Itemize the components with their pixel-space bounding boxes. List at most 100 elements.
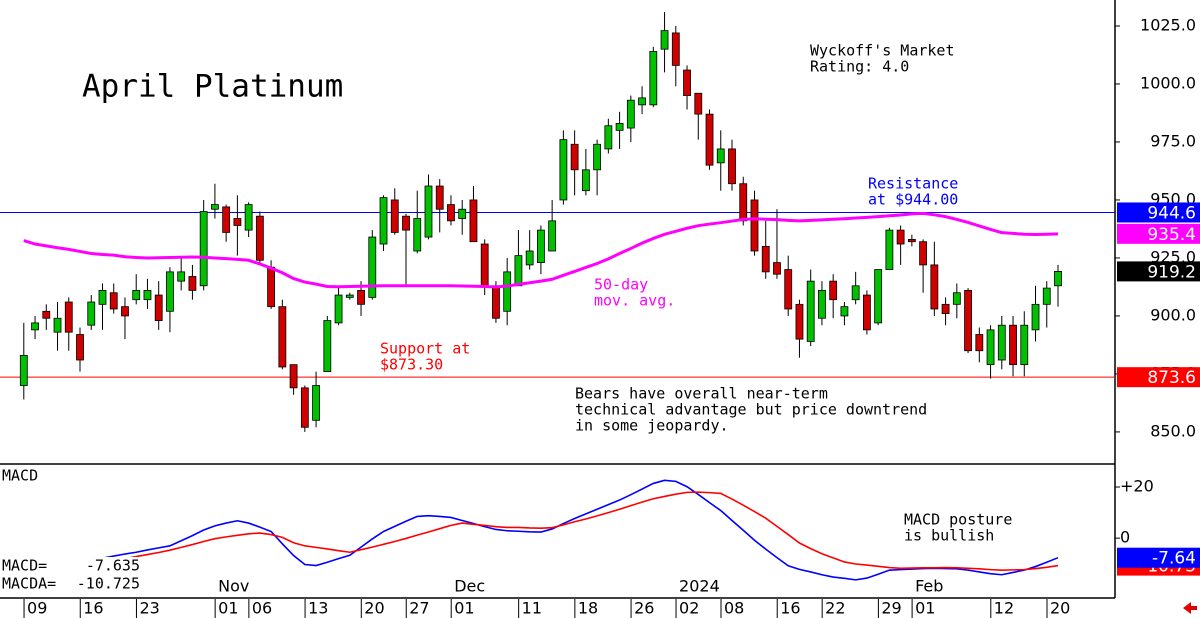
legend-label: MACDA= — [2, 575, 56, 593]
candle-body — [53, 317, 62, 333]
x-tick-label: 12 — [994, 599, 1014, 618]
candle-body — [930, 264, 939, 310]
month-label: 2024 — [679, 577, 720, 596]
x-tick-label: 26 — [634, 599, 654, 618]
x-tick-label: 11 — [522, 599, 542, 618]
price-tag — [1117, 261, 1200, 282]
annotation: Support at — [380, 340, 470, 358]
candle-body — [750, 199, 759, 252]
candle-body — [896, 229, 905, 245]
candle-body — [435, 185, 444, 210]
annotation: 50-day — [594, 276, 648, 294]
x-tick-label: 16 — [780, 599, 800, 618]
candle-body — [98, 290, 107, 305]
candle-body — [559, 139, 568, 201]
candle-body — [997, 324, 1006, 361]
candle-body — [649, 51, 658, 106]
candle-body — [548, 220, 557, 252]
annotation: Wyckoff's Market — [810, 42, 955, 60]
candle-body — [368, 236, 377, 298]
candle-body — [885, 229, 894, 270]
candle-body — [390, 199, 399, 233]
candle-body — [1054, 270, 1062, 287]
candle-body — [211, 204, 219, 210]
candle-body — [941, 303, 950, 315]
candle-body — [761, 245, 770, 273]
x-tick-label: 13 — [308, 599, 328, 618]
candle-body — [469, 199, 478, 243]
candle-body — [952, 292, 961, 305]
price-tag-label: 873.6 — [1147, 368, 1196, 388]
candle-body — [109, 292, 118, 310]
candle-body — [840, 306, 849, 317]
y-tick-label: 0 — [1120, 528, 1130, 547]
y-tick-label: 975.0 — [1150, 131, 1196, 150]
candle-body — [964, 290, 972, 352]
price-tag-label: 919.2 — [1147, 262, 1196, 282]
x-tick-label: 02 — [679, 599, 699, 618]
candle-body — [874, 269, 883, 324]
month-label: Dec — [454, 577, 485, 596]
macd-title: MACD — [2, 467, 38, 485]
annotation: is bullish — [904, 527, 994, 545]
candle-body — [278, 306, 287, 368]
legend-value: -7.635 — [86, 557, 140, 575]
annotation: Resistance — [868, 175, 958, 193]
candle-body — [593, 143, 602, 171]
candle-body — [19, 354, 28, 386]
candle-body — [604, 125, 613, 150]
x-tick-label: 23 — [139, 599, 159, 618]
candle-body — [334, 294, 343, 324]
candle-body — [514, 255, 523, 287]
candle-body — [233, 218, 242, 226]
moving-average — [23, 211, 1059, 289]
candle-body — [480, 243, 489, 287]
x-tick-label: 09 — [27, 599, 47, 618]
y-tick-label: 850.0 — [1150, 421, 1196, 440]
annotation: at $944.00 — [868, 191, 958, 209]
candle-body — [716, 148, 725, 164]
candle-body — [638, 97, 646, 106]
candle-body — [660, 30, 669, 50]
candle-body — [31, 322, 39, 331]
annotation: Bears have overall near-term — [575, 385, 828, 403]
candle-body — [132, 290, 141, 301]
candle-body — [851, 285, 860, 301]
candle-body — [188, 276, 197, 291]
x-tick-label: 18 — [578, 599, 598, 618]
legend-label: MACD= — [2, 557, 47, 575]
candle-body — [537, 229, 545, 263]
candle-body — [829, 280, 838, 301]
candle-body — [986, 329, 995, 366]
candle-body — [739, 183, 748, 222]
candle-body — [1009, 324, 1017, 366]
candle-body — [154, 294, 163, 321]
candle-body — [379, 197, 388, 245]
annotation: in some jeopardy. — [575, 417, 729, 435]
candle-body — [570, 143, 579, 171]
candle-body — [413, 218, 422, 252]
candle-body — [784, 269, 793, 310]
x-tick-label: 08 — [724, 599, 744, 618]
y-tick-label: +20 — [1120, 477, 1154, 496]
month-label: Feb — [915, 577, 943, 596]
candle-body — [312, 385, 320, 421]
candle-body — [143, 290, 152, 301]
legend-value: -10.725 — [77, 575, 140, 593]
candle-body — [907, 238, 916, 243]
x-tick-label: 01 — [218, 599, 238, 618]
candle-body — [121, 306, 129, 317]
candle-body — [705, 113, 714, 166]
candle-body — [626, 99, 635, 129]
candle-body — [806, 280, 815, 342]
candle-body — [222, 206, 231, 233]
x-tick-label: 20 — [1050, 599, 1070, 618]
x-tick-label: 29 — [881, 599, 901, 618]
y-tick-label: 1000.0 — [1140, 73, 1196, 92]
candle-body — [289, 364, 298, 389]
x-tick-label: 01 — [915, 599, 935, 618]
annotation: technical advantage but price downtrend — [575, 401, 927, 419]
price-tag — [1117, 367, 1200, 388]
scroll-arrow — [1183, 602, 1197, 614]
